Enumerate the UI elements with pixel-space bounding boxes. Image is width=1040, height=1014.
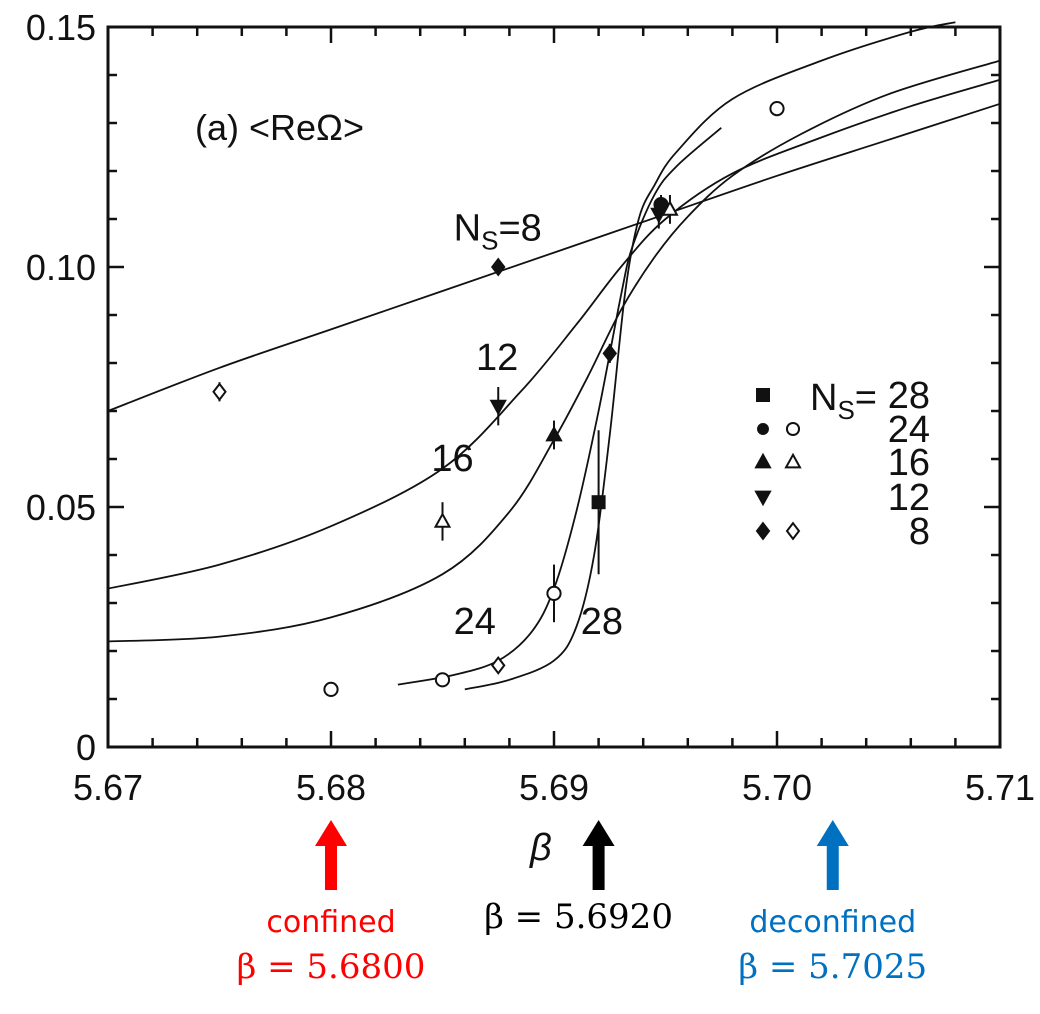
critical-beta: β = 5.6920 <box>484 897 673 937</box>
y-tick-label: 0.05 <box>26 487 96 528</box>
confined-label: confined <box>266 905 395 940</box>
x-tick-label: 5.67 <box>73 767 143 808</box>
fit-curve-ns-8 <box>107 102 1001 412</box>
critical-arrow-shaft <box>592 840 605 890</box>
y-tick-label: 0.15 <box>26 7 96 48</box>
x-tick-label: 5.70 <box>742 767 812 808</box>
legend-marker-open-16 <box>784 452 802 469</box>
data-point-ns-16 <box>433 512 452 528</box>
curve-label-16: 16 <box>431 438 473 480</box>
data-point-ns-16 <box>545 425 563 442</box>
data-point-ns-24 <box>653 197 669 213</box>
x-tick-label: 5.68 <box>296 767 366 808</box>
y-tick-label: 0 <box>76 727 96 768</box>
data-point-ns-8 <box>602 343 618 363</box>
legend-marker-filled-24 <box>757 423 769 435</box>
deconfined-arrow-shaft <box>826 840 839 890</box>
fit-curve-ns-16 <box>107 59 1001 643</box>
x-tick-label: 5.69 <box>519 767 589 808</box>
curve-label-ns-8: NS=8 <box>454 208 542 256</box>
confined-beta: β = 5.6800 <box>237 947 426 987</box>
annotation-confined: confined β = 5.6800 <box>237 820 426 987</box>
legend-header: NS= <box>810 377 877 425</box>
annotation-deconfined: deconfined β = 5.7025 <box>738 820 927 987</box>
legend-marker-filled-12 <box>754 490 772 507</box>
deconfined-beta: β = 5.7025 <box>738 947 927 987</box>
legend-label-12: 12 <box>888 477 930 519</box>
curve-labels: NS=8 12 16 24 28 <box>431 208 623 644</box>
data-point-ns-24 <box>769 101 785 117</box>
legend-label-8: 8 <box>909 511 930 553</box>
curve-label-24: 24 <box>454 601 496 643</box>
data-point-ns-8 <box>212 382 227 402</box>
deconfined-label: deconfined <box>749 905 916 940</box>
confined-arrow-shaft <box>325 840 337 890</box>
data-point-ns-8 <box>490 257 506 277</box>
y-tick-labels: 0 0.05 0.10 0.15 <box>26 7 96 768</box>
curve-label-28: 28 <box>581 601 623 643</box>
phase-annotations: confined β = 5.6800 β = 5.6920 deconfined β … <box>237 820 927 987</box>
data-point-ns-8 <box>490 655 506 675</box>
legend-marker-filled-28 <box>756 388 770 402</box>
legend-marker-open-8 <box>785 521 801 541</box>
legend-marker-filled-8 <box>755 521 771 541</box>
x-tick-labels: 5.67 5.68 5.69 5.70 5.71 <box>73 767 1035 808</box>
y-tick-label: 0.10 <box>26 247 96 288</box>
fit-curve-ns-28 <box>464 21 956 691</box>
legend-marker-open-24 <box>785 421 801 437</box>
data-point-ns-24 <box>546 585 562 602</box>
curve-label-12: 12 <box>476 337 518 379</box>
confined-arrow-head <box>315 820 347 846</box>
x-tick-label: 5.71 <box>965 767 1035 808</box>
critical-arrow-head <box>582 820 615 846</box>
legend-marker-filled-16 <box>754 452 772 469</box>
data-points <box>212 101 785 698</box>
data-point-ns-28 <box>591 495 606 510</box>
legend-label-28: 28 <box>888 375 930 417</box>
data-point-ns-24 <box>323 681 339 698</box>
fit-curve-ns-12 <box>107 78 1001 590</box>
data-point-ns-24 <box>434 672 451 688</box>
legend-label-16: 16 <box>888 442 930 484</box>
x-axis-label: β <box>529 827 552 869</box>
data-point-ns-12 <box>489 399 507 416</box>
legend-label-24: 24 <box>888 409 930 451</box>
deconfined-arrow-head <box>816 820 849 846</box>
panel-label: (a) <ReΩ> <box>195 107 364 148</box>
annotation-critical: β = 5.6920 <box>484 820 673 937</box>
